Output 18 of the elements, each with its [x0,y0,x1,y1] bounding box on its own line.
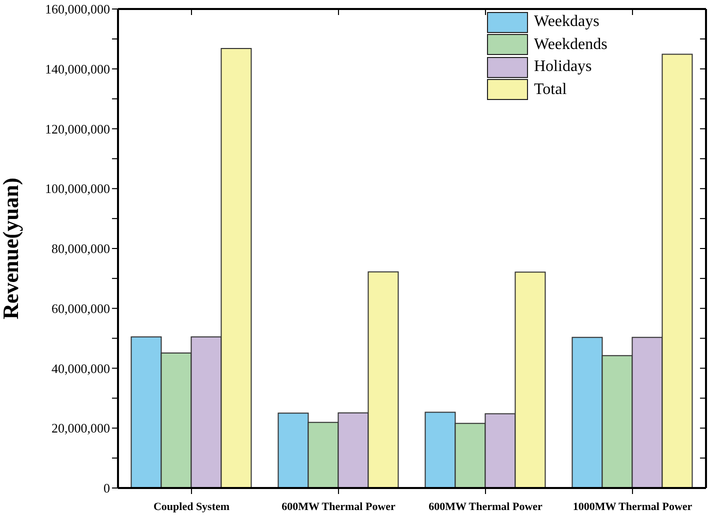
legend-label: Weekdends [534,36,608,54]
y-tick-label: 20,000,000 [52,420,110,436]
y-tick-label: 0 [104,480,110,496]
x-tick-label: 600MW Thermal Power [282,501,396,513]
legend-label: Total [534,80,567,99]
y-tick-label: 100,000,000 [45,181,110,196]
y-axis-title: Revenue(yuan) [0,178,23,320]
y-tick-label: 160,000,000 [45,2,110,17]
y-tick-label: 140,000,000 [45,61,110,76]
y-tick-label: 80,000,000 [52,241,110,256]
y-tick-label: 60,000,000 [52,300,110,316]
y-tick-label: 40,000,000 [52,360,110,376]
x-tick-label: Coupled System [153,501,230,513]
y-tick-label: 120,000,000 [45,121,110,136]
legend-label: Holidays [534,58,592,76]
x-tick-label: 600MW Thermal Power [428,501,543,513]
x-tick-label: 1000MW Thermal Power [572,501,692,513]
legend-label: Weekdays [534,13,600,32]
